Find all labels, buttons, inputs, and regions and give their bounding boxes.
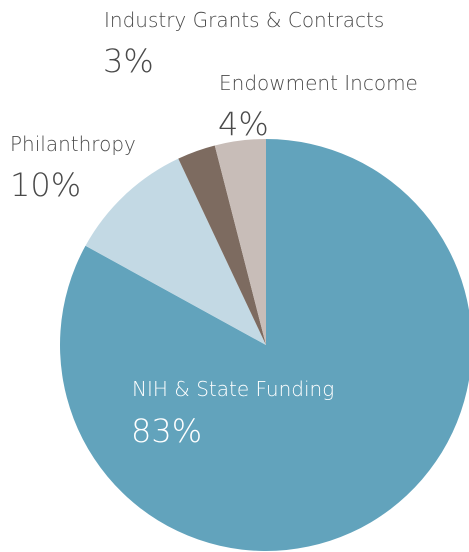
slice-label-nih-state-funding: NIH & State Funding (132, 377, 334, 401)
slice-percent-industry-grants: 3% (103, 42, 154, 80)
pie-slice-nih-state-funding (60, 139, 469, 551)
label-endowment-income: Endowment Income 4% (218, 71, 418, 143)
label-philanthropy: Philanthropy 10% (10, 132, 136, 204)
pie-slices (60, 139, 469, 551)
pie-slice-philanthropy (85, 158, 266, 345)
label-industry-grants: Industry Grants & Contracts 3% (103, 8, 384, 80)
slice-label-endowment-income: Endowment Income (219, 71, 418, 95)
slice-percent-nih-state-funding: 83% (131, 412, 202, 450)
slice-percent-philanthropy: 10% (10, 166, 81, 204)
slice-percent-endowment-income: 4% (218, 105, 269, 143)
label-nih-state-funding: NIH & State Funding 83% (131, 377, 334, 450)
slice-label-philanthropy: Philanthropy (10, 132, 136, 156)
pie-slice-endowment-income (214, 139, 266, 345)
pie-slice-industry-grants-contracts (178, 145, 266, 345)
slice-label-industry-grants: Industry Grants & Contracts (104, 8, 384, 32)
